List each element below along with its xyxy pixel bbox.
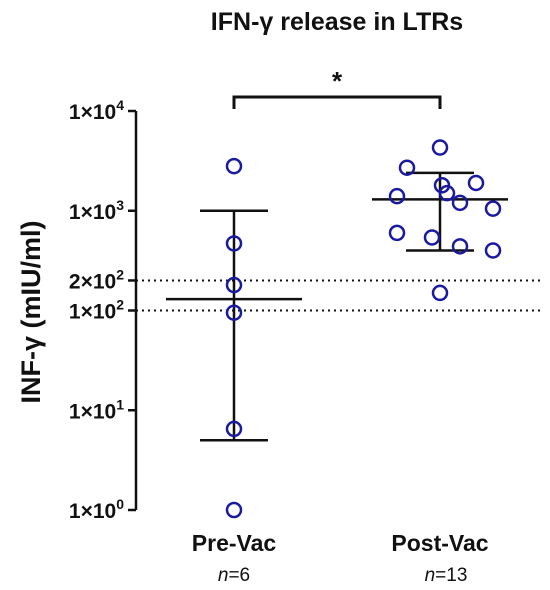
data-point-0-4	[225, 420, 243, 438]
data-point-1-12	[431, 284, 449, 302]
n-label-0: n=6	[218, 565, 250, 586]
data-point-1-10	[451, 238, 469, 255]
y-tick-label-2: 1×102	[69, 297, 124, 324]
y-tick-label-0: 1×100	[69, 496, 124, 523]
n-label-1: n=13	[425, 565, 468, 586]
category-label-1: Post-Vac	[391, 530, 488, 556]
significance-bracket: *	[232, 66, 442, 109]
data-point-1-9	[423, 229, 441, 246]
significance-bracket-line	[232, 95, 442, 109]
chart-title: IFN-γ release in LTRs	[211, 8, 463, 36]
y-tick-label-1: 1×101	[69, 396, 124, 423]
category-label-0: Pre-Vac	[192, 530, 277, 556]
y-tick-label-4: 1×103	[69, 197, 124, 224]
y-tick-label-3: 2×102	[69, 266, 124, 293]
data-point-1-3	[467, 174, 485, 192]
data-point-1-0	[431, 139, 449, 156]
error-bars	[166, 171, 508, 442]
reference-lines	[136, 279, 540, 312]
data-point-0-3	[225, 304, 243, 321]
data-point-1-1	[398, 159, 416, 176]
data-point-1-11	[484, 242, 502, 259]
data-point-1-5	[388, 187, 406, 205]
category-labels: Pre-Vac n=6 Post-Vac n=13	[192, 530, 489, 586]
y-axis-ticks: 1×100 1×101 1×102 2×102 1×103 1×104	[69, 97, 136, 523]
data-points	[225, 139, 502, 519]
data-point-0-5	[225, 501, 243, 519]
data-point-0-1	[225, 235, 243, 252]
data-point-0-0	[225, 157, 243, 175]
data-point-1-8	[388, 224, 406, 242]
data-point-1-4	[438, 184, 456, 202]
data-point-0-2	[225, 276, 243, 294]
y-tick-label-5: 1×104	[69, 97, 124, 124]
y-axis-label: INF-γ (mIU/ml)	[16, 220, 46, 403]
data-point-1-6	[451, 194, 469, 212]
data-point-1-7	[484, 200, 502, 217]
significance-marker: *	[332, 66, 343, 96]
